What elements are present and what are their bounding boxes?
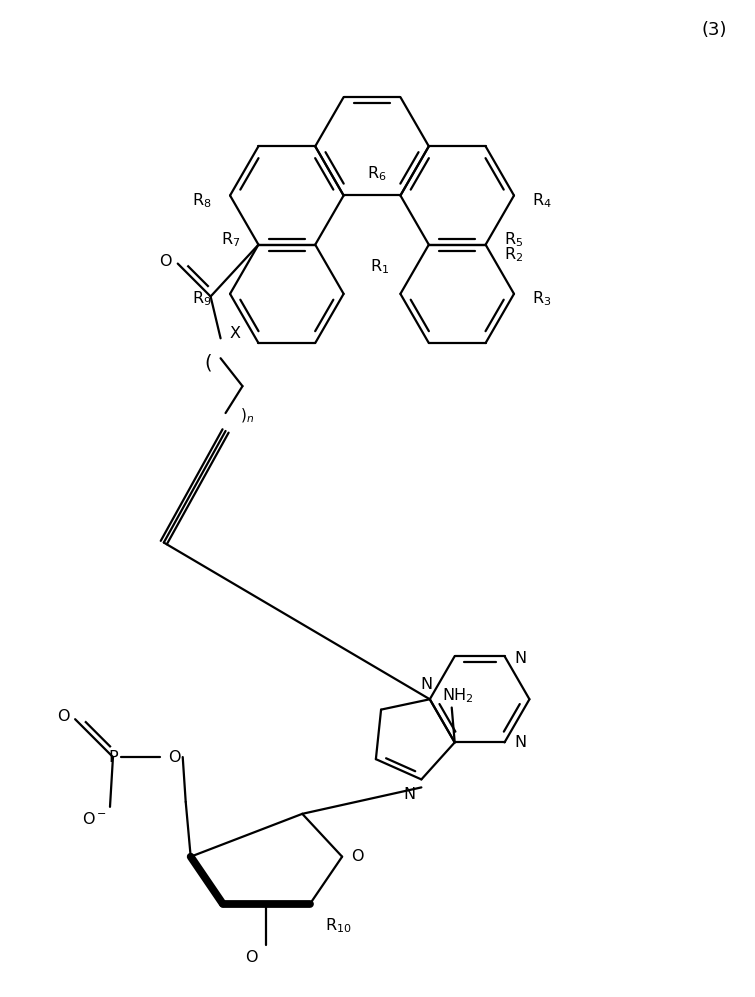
Text: N: N (514, 651, 526, 666)
Text: R$_8$: R$_8$ (193, 191, 212, 209)
Text: (3): (3) (701, 21, 726, 39)
Text: R$_7$: R$_7$ (221, 230, 240, 249)
Text: N: N (514, 735, 526, 750)
Text: O: O (245, 950, 257, 965)
Text: X: X (229, 326, 240, 341)
Text: R$_3$: R$_3$ (532, 289, 552, 308)
Text: R$_9$: R$_9$ (193, 289, 212, 308)
Text: O$^-$: O$^-$ (82, 811, 106, 827)
Text: O: O (351, 849, 363, 864)
Text: R$_{10}$: R$_{10}$ (325, 916, 352, 935)
Text: )$_n$: )$_n$ (239, 407, 254, 426)
Text: (: ( (205, 354, 212, 373)
Text: NH$_2$: NH$_2$ (442, 686, 473, 705)
Text: O: O (57, 709, 69, 724)
Text: R$_1$: R$_1$ (371, 257, 390, 276)
Text: R$_6$: R$_6$ (367, 165, 387, 182)
Text: O: O (159, 254, 172, 269)
Text: O: O (168, 750, 181, 765)
Text: R$_4$: R$_4$ (532, 191, 552, 209)
Text: R$_2$: R$_2$ (504, 245, 523, 264)
Text: N: N (421, 677, 433, 692)
Text: N: N (403, 787, 415, 802)
Text: R$_5$: R$_5$ (504, 230, 523, 249)
Text: P: P (108, 750, 118, 765)
